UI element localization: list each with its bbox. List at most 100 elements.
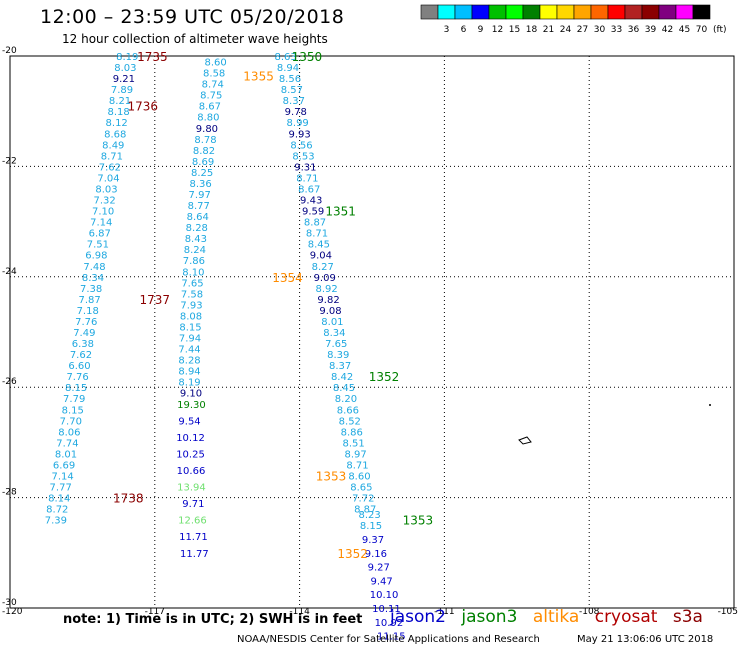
swh-value: 7.65 <box>181 278 203 289</box>
swh-value: 7.04 <box>97 173 119 184</box>
swh-value: 7.14 <box>90 218 112 229</box>
swh-value: 9.31 <box>294 162 316 173</box>
swh-value: 7.32 <box>93 196 115 207</box>
swh-value: 9.93 <box>288 129 310 140</box>
swh-value: 6.38 <box>72 339 94 350</box>
satellite-legend: jason2 jason3 altika cryosat s3a <box>390 607 713 627</box>
swh-value: 7.44 <box>178 345 200 356</box>
color-swatch-label: 42 <box>662 25 673 35</box>
swh-value: 8.06 <box>58 427 80 438</box>
swh-value: 9.04 <box>310 251 332 262</box>
pass-time-label: 1735 <box>137 50 168 64</box>
swh-value: 6.98 <box>85 251 107 262</box>
swh-value: 8.10 <box>182 267 204 278</box>
swh-value: 6.60 <box>68 361 90 372</box>
swh-value: 8.28 <box>186 223 208 234</box>
swh-value: 7.62 <box>99 162 121 173</box>
swh-value: 8.97 <box>344 449 366 460</box>
lat-lon-grid <box>9 55 735 609</box>
swh-value: 7.10 <box>92 207 114 218</box>
swh-value: 7.86 <box>183 256 205 267</box>
swh-value: 8.15 <box>360 521 382 532</box>
swh-value: 8.14 <box>48 494 70 505</box>
swh-value: 8.52 <box>339 416 361 427</box>
lon-tick-label: -111 <box>434 607 454 617</box>
swh-value: 8.69 <box>192 157 214 168</box>
swh-value: 8.67 <box>298 184 320 195</box>
swh-value: 9.16 <box>365 549 387 560</box>
lat-tick-label: -22 <box>2 156 17 166</box>
swh-value: 8.20 <box>335 394 357 405</box>
color-swatch-label: 24 <box>560 25 572 35</box>
swh-value: 8.92 <box>315 284 337 295</box>
pass-time-label: 1738 <box>113 492 144 506</box>
lon-tick-label: -105 <box>718 607 738 617</box>
swh-value: 8.58 <box>203 69 225 80</box>
pass-time-labels: 1735 1736 1737 1738 1350 1355 1351 1354 1352 1353… <box>113 50 433 561</box>
swh-value: 7.70 <box>60 416 82 427</box>
swh-value: 7.93 <box>180 300 202 311</box>
swh-value: 7.39 <box>45 516 67 527</box>
swh-value: 8.45 <box>308 240 330 251</box>
lat-tick-label: -28 <box>2 488 17 498</box>
swh-value: 8.56 <box>290 140 312 151</box>
swh-value: 7.48 <box>83 262 105 273</box>
swh-value: 8.71 <box>306 229 328 240</box>
swh-value: 9.82 <box>317 295 339 306</box>
swh-value: 8.18 <box>107 107 129 118</box>
color-swatch-label: 18 <box>526 25 538 35</box>
legend-jason2: jason2 <box>390 607 446 627</box>
swh-value: 6.69 <box>53 460 75 471</box>
map-frame <box>9 55 735 609</box>
swh-value: 7.51 <box>87 240 109 251</box>
swh-value: 8.66 <box>337 405 359 416</box>
swh-value: 8.99 <box>287 118 309 129</box>
islet-dot <box>709 404 711 406</box>
swh-value: 9.71 <box>182 499 204 510</box>
swh-value: 7.97 <box>189 190 211 201</box>
color-swatch-label: 45 <box>679 25 690 35</box>
swh-value: 7.18 <box>77 306 99 317</box>
swh-value: 10.92 <box>375 618 404 629</box>
pass-time-label: 1352 <box>369 370 400 384</box>
swh-value: 9.59 <box>302 207 324 218</box>
swh-value: 8.24 <box>184 245 206 256</box>
legend-s3a: s3a <box>672 607 703 627</box>
legend-cryosat: cryosat <box>594 607 658 627</box>
swh-value: 7.62 <box>70 350 92 361</box>
swh-value: 10.10 <box>370 590 399 601</box>
color-swatch-label: 15 <box>509 25 520 35</box>
swh-value: 10.66 <box>177 466 206 477</box>
swh-value: 9.09 <box>314 273 336 284</box>
color-swatch-label: 27 <box>577 25 588 35</box>
color-swatch <box>692 4 711 20</box>
swh-value: 8.39 <box>327 350 349 361</box>
swh-value: 8.08 <box>180 311 202 322</box>
axis-labels: -20 -22 -24 -26 -28 -30-120 -117 -114 -111 -108 -1… <box>2 46 738 617</box>
swh-value: 8.86 <box>341 427 363 438</box>
swh-value: 8.03 <box>114 63 136 74</box>
swh-value: 8.94 <box>277 63 299 74</box>
swh-value: 8.64 <box>187 212 209 223</box>
color-swatch-label: 6 <box>461 25 467 35</box>
swh-value: 7.77 <box>50 483 72 494</box>
swh-value: 13.94 <box>177 483 206 494</box>
swh-value: 8.23 <box>358 510 380 521</box>
swh-value: 10.25 <box>176 449 205 460</box>
swh-value: 7.76 <box>75 317 97 328</box>
swh-value: 8.34 <box>323 328 345 339</box>
swh-value: 7.76 <box>66 372 88 383</box>
swh-value: 9.08 <box>319 306 341 317</box>
swh-value: 11.15 <box>377 632 406 643</box>
swh-value: 9.47 <box>371 576 393 587</box>
swh-value: 8.28 <box>178 356 200 367</box>
swh-value: 8.34 <box>82 273 104 284</box>
footer-credit: NOAA/NESDIS Center for Satellite Applica… <box>237 634 540 645</box>
pass-time-label: 1355 <box>243 69 274 83</box>
swh-value: 7.49 <box>73 328 95 339</box>
color-swatch-label: 3 <box>444 25 450 35</box>
swh-value: 8.37 <box>283 96 305 107</box>
lon-tick-label: -117 <box>145 607 165 617</box>
swh-value: 8.65 <box>350 483 372 494</box>
